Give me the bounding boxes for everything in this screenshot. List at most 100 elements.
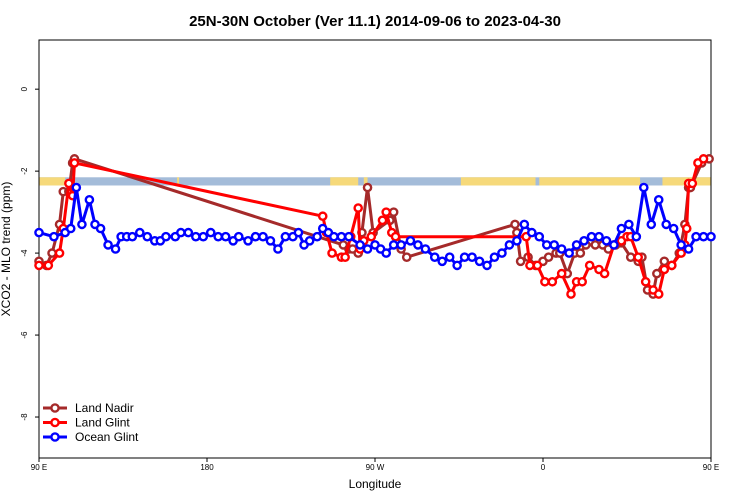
- y-tick-label-3: -6: [20, 331, 29, 339]
- point-ocean-glint-91: [698, 231, 709, 242]
- legend-label-land-glint: Land Glint: [75, 416, 130, 430]
- legend-swatch-marker: [50, 432, 60, 442]
- point-ocean-glint-43: [336, 231, 347, 242]
- ocean-band: [39, 177, 711, 186]
- point-ocean-glint-88: [676, 240, 686, 250]
- point-ocean-glint-77: [594, 231, 604, 242]
- y-tick-label-0: 0: [20, 86, 29, 91]
- point-ocean-glint-4: [71, 182, 82, 193]
- point-ocean-glint-76: [586, 231, 597, 242]
- point-land-glint-47: [687, 178, 698, 189]
- point-land-glint-20: [390, 231, 401, 242]
- point-ocean-glint-80: [616, 223, 627, 234]
- point-ocean-glint-81: [624, 219, 634, 230]
- x-tick-label-4: 90 E: [703, 463, 719, 472]
- point-land-nadir-25: [543, 252, 554, 262]
- point-ocean-glint-82: [631, 231, 642, 242]
- point-ocean-glint-57: [444, 252, 455, 262]
- point-land-nadir-21: [515, 256, 526, 267]
- point-ocean-glint-74: [571, 240, 582, 250]
- y-axis-label: XCO2 - MLO trend (ppm): [0, 182, 13, 317]
- point-ocean-glint-60: [467, 252, 477, 262]
- legend-label-land-nadir: Land Nadir: [75, 401, 134, 415]
- legend-label-ocean-glint: Ocean Glint: [75, 430, 139, 444]
- point-ocean-glint-14: [134, 227, 145, 238]
- point-ocean-glint-49: [381, 248, 392, 258]
- point-ocean-glint-24: [205, 227, 216, 238]
- point-ocean-glint-20: [176, 227, 186, 238]
- land-segment-2: [330, 177, 359, 186]
- point-land-glint-25: [547, 276, 558, 287]
- series-layer: [34, 154, 716, 299]
- point-land-glint-2: [54, 248, 65, 258]
- point-ocean-glint-65: [504, 240, 515, 250]
- point-ocean-glint-33: [273, 244, 283, 254]
- point-ocean-glint-22: [190, 231, 201, 242]
- point-ocean-glint-89: [683, 244, 694, 254]
- point-land-glint-37: [633, 252, 644, 262]
- land-segment-3: [363, 177, 368, 186]
- point-land-nadir-37: [625, 252, 636, 262]
- point-land-glint-24: [540, 276, 550, 287]
- point-ocean-glint-92: [706, 231, 716, 242]
- legend-item-land-glint: Land Glint: [43, 416, 130, 430]
- point-land-glint-1: [43, 260, 54, 271]
- point-ocean-glint-13: [127, 231, 138, 242]
- legend-swatch-marker: [50, 417, 60, 428]
- point-ocean-glint-23: [198, 231, 209, 242]
- point-ocean-glint-85: [653, 195, 664, 205]
- legend-swatch-marker: [50, 403, 60, 413]
- point-ocean-glint-6: [84, 195, 95, 205]
- point-land-glint-13: [353, 203, 364, 213]
- point-land-nadir-19: [510, 219, 520, 230]
- point-land-glint-9: [327, 248, 337, 258]
- point-ocean-glint-55: [429, 252, 440, 262]
- point-land-nadir-30: [575, 248, 586, 258]
- point-ocean-glint-31: [258, 231, 268, 242]
- point-ocean-glint-51: [396, 240, 406, 250]
- point-land-nadir-13: [362, 182, 373, 193]
- point-land-glint-29: [577, 276, 588, 287]
- point-ocean-glint-1: [49, 231, 59, 242]
- point-land-nadir-2: [47, 248, 57, 258]
- y-tick-label-1: -2: [20, 167, 29, 175]
- point-land-nadir-16: [388, 207, 399, 217]
- point-ocean-glint-30: [250, 231, 261, 242]
- legend-item-land-nadir: Land Nadir: [43, 401, 134, 415]
- y-axis: 0 -2 -4 -6 -8: [20, 86, 39, 421]
- point-ocean-glint-36: [293, 227, 304, 238]
- point-ocean-glint-26: [220, 231, 231, 242]
- point-ocean-glint-56: [437, 256, 448, 267]
- x-axis-label: Longitude: [349, 477, 402, 491]
- point-land-glint-45: [681, 223, 692, 234]
- point-land-glint-4: [64, 178, 74, 189]
- point-ocean-glint-58: [452, 260, 462, 271]
- land-segment-5: [539, 177, 641, 186]
- point-ocean-glint-53: [413, 240, 423, 250]
- point-ocean-glint-42: [329, 231, 339, 242]
- point-land-glint-41: [659, 264, 670, 275]
- point-ocean-glint-84: [646, 219, 657, 230]
- point-ocean-glint-39: [312, 231, 322, 242]
- point-land-glint-38: [640, 276, 651, 287]
- point-ocean-glint-66: [512, 236, 522, 246]
- point-ocean-glint-78: [601, 236, 612, 246]
- point-land-nadir-42: [652, 268, 662, 279]
- point-ocean-glint-62: [482, 260, 492, 271]
- point-ocean-glint-69: [534, 231, 545, 242]
- point-land-glint-0: [34, 260, 44, 271]
- x-tick-label-3: 0: [541, 463, 546, 472]
- point-ocean-glint-83: [639, 182, 649, 193]
- point-ocean-glint-5: [77, 219, 87, 230]
- point-land-glint-7: [317, 211, 328, 222]
- point-ocean-glint-75: [579, 236, 589, 246]
- y-tick-label-4: -8: [20, 413, 29, 421]
- point-ocean-glint-29: [243, 236, 253, 246]
- point-ocean-glint-72: [556, 244, 567, 254]
- point-ocean-glint-64: [497, 248, 507, 258]
- point-ocean-glint-25: [213, 231, 223, 242]
- point-land-glint-27: [566, 289, 576, 299]
- point-ocean-glint-71: [549, 240, 560, 250]
- chart-title: 25N-30N October (Ver 11.1) 2014-09-06 to…: [189, 13, 561, 30]
